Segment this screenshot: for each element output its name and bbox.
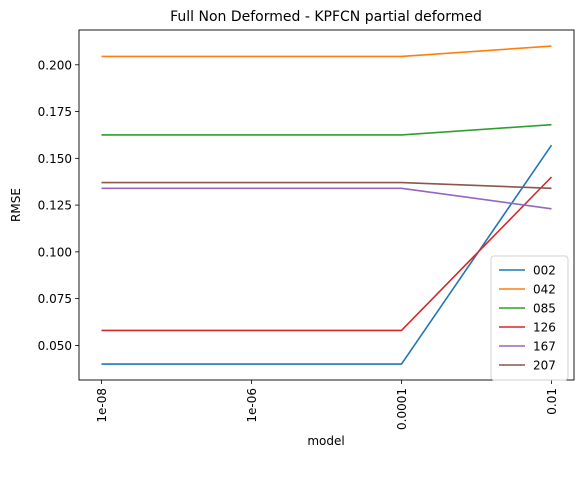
- legend-box: [490, 255, 569, 381]
- legend-label-126: 126: [533, 321, 556, 335]
- y-tick-label: 0.175: [38, 105, 72, 119]
- x-tick-label: 0.0001: [395, 388, 409, 430]
- series-line-085: [101, 123, 552, 136]
- x-tick-label: 1e-08: [95, 388, 109, 423]
- series-line-167: [101, 187, 552, 210]
- series-line-207: [101, 181, 552, 190]
- series-line-042: [101, 45, 552, 58]
- y-tick-label: 0.125: [38, 199, 72, 213]
- plot-frame: [78, 29, 575, 381]
- legend-label-207: 207: [533, 359, 556, 373]
- y-tick-label: 0.100: [38, 245, 72, 259]
- legend-label-085: 085: [533, 302, 556, 316]
- series-line-126: [101, 176, 553, 332]
- chart-title: Full Non Deformed - KPFCN partial deform…: [170, 9, 482, 25]
- legend-label-002: 002: [533, 264, 556, 278]
- x-tick-label: 0.01: [545, 388, 559, 415]
- legend-label-042: 042: [533, 283, 556, 297]
- x-axis-label: model: [307, 434, 344, 448]
- legend-label-167: 167: [533, 340, 556, 354]
- x-tick-label: 1e-06: [245, 388, 259, 423]
- y-tick-label: 0.075: [38, 292, 72, 306]
- y-tick-label: 0.200: [38, 58, 72, 72]
- series-line-002: [101, 144, 553, 365]
- y-axis-label: RMSE: [9, 188, 23, 222]
- y-tick-label: 0.050: [38, 339, 72, 353]
- y-tick-label: 0.150: [38, 152, 72, 166]
